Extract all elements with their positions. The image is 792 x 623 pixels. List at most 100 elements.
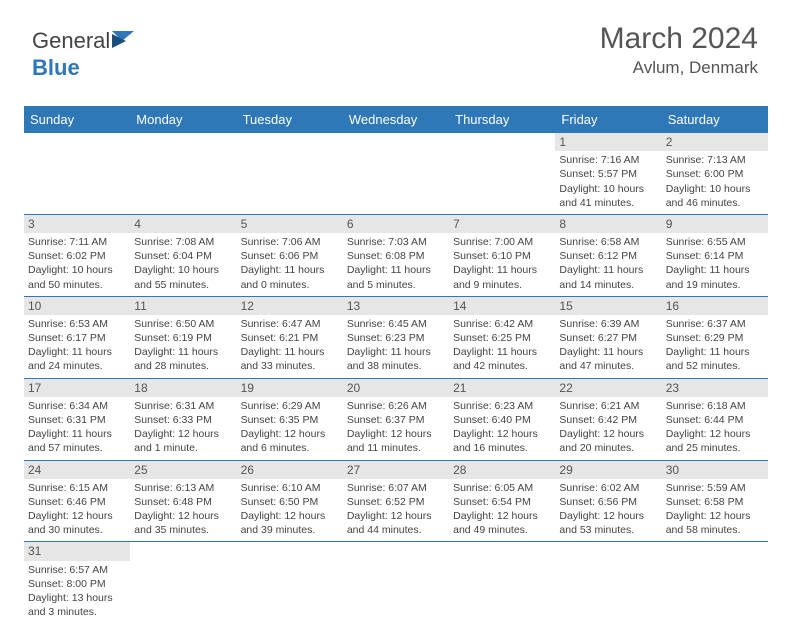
day-details: Sunrise: 6:45 AMSunset: 6:23 PMDaylight:… [347, 317, 445, 374]
day-details: Sunrise: 6:29 AMSunset: 6:35 PMDaylight:… [241, 399, 339, 456]
day-number: 27 [343, 461, 449, 479]
calendar-cell [237, 133, 343, 214]
calendar-cell: 2Sunrise: 7:13 AMSunset: 6:00 PMDaylight… [662, 133, 768, 214]
day-number [449, 133, 555, 151]
day-details: Sunrise: 7:06 AMSunset: 6:06 PMDaylight:… [241, 235, 339, 292]
day-details: Sunrise: 6:07 AMSunset: 6:52 PMDaylight:… [347, 481, 445, 538]
day-number [343, 133, 449, 151]
day-number: 5 [237, 215, 343, 233]
calendar-body: 1 Sunrise: 7:16 AMSunset: 5:57 PMDaylight… [24, 133, 768, 623]
logo-flag-icon [112, 29, 138, 55]
day-number: 23 [662, 379, 768, 397]
calendar-header-cell: Sunday [24, 106, 130, 133]
day-details: Sunrise: 6:31 AMSunset: 6:33 PMDaylight:… [134, 399, 232, 456]
calendar-cell: 18 Sunrise: 6:31 AMSunset: 6:33 PMDayligh… [130, 379, 236, 460]
day-number: 9 [662, 215, 768, 233]
day-number: 6 [343, 215, 449, 233]
calendar-cell: 24 Sunrise: 6:15 AMSunset: 6:46 PMDayligh… [24, 461, 130, 542]
day-number: 14 [449, 297, 555, 315]
day-number: 1 [555, 133, 661, 151]
calendar-cell: 1 Sunrise: 7:16 AMSunset: 5:57 PMDaylight… [555, 133, 661, 214]
calendar-cell: 10Sunrise: 6:53 AMSunset: 6:17 PMDayligh… [24, 297, 130, 378]
day-number: 24 [24, 461, 130, 479]
day-number: 11 [130, 297, 236, 315]
calendar-header-cell: Tuesday [237, 106, 343, 133]
day-details: Sunrise: 7:16 AMSunset: 5:57 PMDaylight:… [559, 153, 657, 210]
logo-text-1: General [32, 28, 110, 53]
day-number [130, 133, 236, 151]
calendar-cell [130, 542, 236, 623]
day-number: 17 [24, 379, 130, 397]
day-number [449, 542, 555, 560]
calendar-cell: 7 Sunrise: 7:00 AMSunset: 6:10 PMDaylight… [449, 215, 555, 296]
day-details: Sunrise: 6:58 AMSunset: 6:12 PMDaylight:… [559, 235, 657, 292]
calendar-row: 3Sunrise: 7:11 AMSunset: 6:02 PMDaylight… [24, 214, 768, 296]
day-details: Sunrise: 6:42 AMSunset: 6:25 PMDaylight:… [453, 317, 551, 374]
day-details: Sunrise: 6:57 AMSunset: 8:00 PMDaylight:… [28, 563, 126, 620]
day-number: 15 [555, 297, 661, 315]
calendar-header-cell: Wednesday [343, 106, 449, 133]
day-details: Sunrise: 7:00 AMSunset: 6:10 PMDaylight:… [453, 235, 551, 292]
day-details: Sunrise: 6:15 AMSunset: 6:46 PMDaylight:… [28, 481, 126, 538]
day-number: 18 [130, 379, 236, 397]
calendar-cell: 11 Sunrise: 6:50 AMSunset: 6:19 PMDayligh… [130, 297, 236, 378]
day-details: Sunrise: 6:05 AMSunset: 6:54 PMDaylight:… [453, 481, 551, 538]
day-details: Sunrise: 5:59 AMSunset: 6:58 PMDaylight:… [666, 481, 764, 538]
calendar-row: 17 Sunrise: 6:34 AMSunset: 6:31 PMDayligh… [24, 378, 768, 460]
day-details: Sunrise: 7:03 AMSunset: 6:08 PMDaylight:… [347, 235, 445, 292]
calendar-cell: 14 Sunrise: 6:42 AMSunset: 6:25 PMDayligh… [449, 297, 555, 378]
calendar-cell: 27 Sunrise: 6:07 AMSunset: 6:52 PMDayligh… [343, 461, 449, 542]
calendar-cell: 13 Sunrise: 6:45 AMSunset: 6:23 PMDayligh… [343, 297, 449, 378]
calendar-cell [237, 542, 343, 623]
calendar-cell [343, 133, 449, 214]
day-number: 7 [449, 215, 555, 233]
day-number: 26 [237, 461, 343, 479]
day-number [130, 542, 236, 560]
day-number: 12 [237, 297, 343, 315]
day-number: 13 [343, 297, 449, 315]
calendar-cell: 4Sunrise: 7:08 AMSunset: 6:04 PMDaylight… [130, 215, 236, 296]
day-details: Sunrise: 6:37 AMSunset: 6:29 PMDaylight:… [666, 317, 764, 374]
calendar-header-cell: Friday [555, 106, 661, 133]
day-number: 3 [24, 215, 130, 233]
day-number [237, 133, 343, 151]
day-details: Sunrise: 6:02 AMSunset: 6:56 PMDaylight:… [559, 481, 657, 538]
day-number: 10 [24, 297, 130, 315]
day-number: 16 [662, 297, 768, 315]
calendar-cell: 5 Sunrise: 7:06 AMSunset: 6:06 PMDaylight… [237, 215, 343, 296]
calendar-cell: 21 Sunrise: 6:23 AMSunset: 6:40 PMDayligh… [449, 379, 555, 460]
calendar-cell: 12 Sunrise: 6:47 AMSunset: 6:21 PMDayligh… [237, 297, 343, 378]
day-number: 8 [555, 215, 661, 233]
calendar-cell: 28 Sunrise: 6:05 AMSunset: 6:54 PMDayligh… [449, 461, 555, 542]
calendar-cell: 31 Sunrise: 6:57 AMSunset: 8:00 PMDayligh… [24, 542, 130, 623]
day-details: Sunrise: 6:50 AMSunset: 6:19 PMDaylight:… [134, 317, 232, 374]
day-number: 4 [130, 215, 236, 233]
day-number: 29 [555, 461, 661, 479]
day-details: Sunrise: 6:23 AMSunset: 6:40 PMDaylight:… [453, 399, 551, 456]
day-number: 22 [555, 379, 661, 397]
calendar-cell: 26Sunrise: 6:10 AMSunset: 6:50 PMDayligh… [237, 461, 343, 542]
header-right: March 2024 Avlum, Denmark [600, 22, 758, 78]
calendar-header-cell: Thursday [449, 106, 555, 133]
calendar-cell: 25Sunrise: 6:13 AMSunset: 6:48 PMDayligh… [130, 461, 236, 542]
day-number: 19 [237, 379, 343, 397]
calendar-header-cell: Monday [130, 106, 236, 133]
calendar-cell: 16 Sunrise: 6:37 AMSunset: 6:29 PMDayligh… [662, 297, 768, 378]
calendar-header-row: SundayMondayTuesdayWednesdayThursdayFrid… [24, 106, 768, 133]
day-details: Sunrise: 6:21 AMSunset: 6:42 PMDaylight:… [559, 399, 657, 456]
calendar-cell [130, 133, 236, 214]
day-details: Sunrise: 6:34 AMSunset: 6:31 PMDaylight:… [28, 399, 126, 456]
day-details: Sunrise: 6:26 AMSunset: 6:37 PMDaylight:… [347, 399, 445, 456]
calendar-cell [343, 542, 449, 623]
day-number [24, 133, 130, 151]
day-number: 21 [449, 379, 555, 397]
day-number [662, 542, 768, 560]
calendar-cell: 23Sunrise: 6:18 AMSunset: 6:44 PMDayligh… [662, 379, 768, 460]
day-number: 31 [24, 542, 130, 560]
calendar-cell [662, 542, 768, 623]
calendar-cell: 22 Sunrise: 6:21 AMSunset: 6:42 PMDayligh… [555, 379, 661, 460]
calendar-cell: 17 Sunrise: 6:34 AMSunset: 6:31 PMDayligh… [24, 379, 130, 460]
location: Avlum, Denmark [600, 58, 758, 78]
day-number: 28 [449, 461, 555, 479]
day-details: Sunrise: 6:47 AMSunset: 6:21 PMDaylight:… [241, 317, 339, 374]
